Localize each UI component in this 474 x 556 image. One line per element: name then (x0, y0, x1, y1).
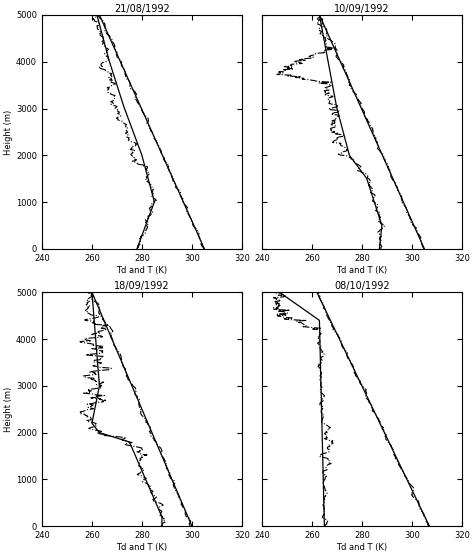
X-axis label: Td and T (K): Td and T (K) (337, 543, 387, 552)
Title: 08/10/1992: 08/10/1992 (334, 281, 390, 291)
Title: 18/09/1992: 18/09/1992 (114, 281, 170, 291)
X-axis label: Td and T (K): Td and T (K) (337, 266, 387, 275)
Y-axis label: Height (m): Height (m) (4, 386, 13, 432)
X-axis label: Td and T (K): Td and T (K) (116, 543, 167, 552)
Y-axis label: Height (m): Height (m) (4, 110, 13, 155)
X-axis label: Td and T (K): Td and T (K) (116, 266, 167, 275)
Title: 21/08/1992: 21/08/1992 (114, 4, 170, 14)
Title: 10/09/1992: 10/09/1992 (334, 4, 390, 14)
